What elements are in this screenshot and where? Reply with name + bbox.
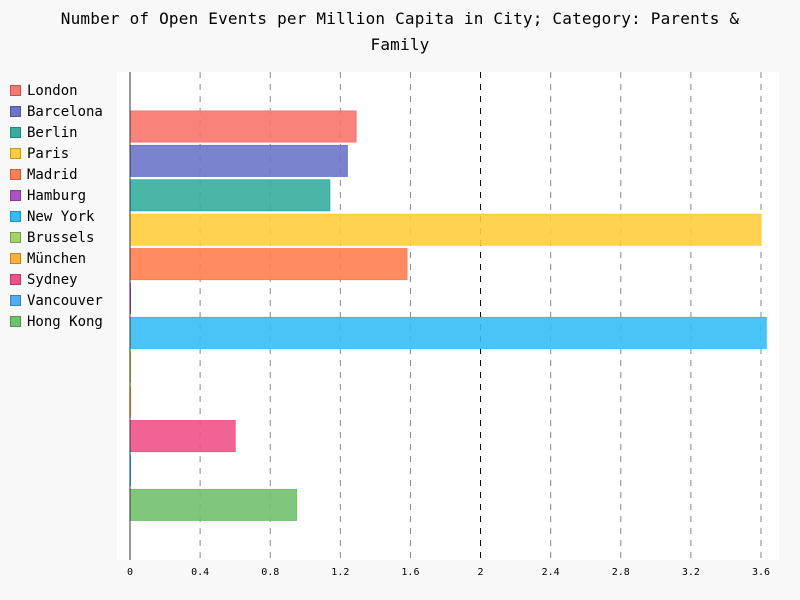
- legend-swatch: [10, 148, 21, 159]
- legend-item[interactable]: London: [10, 80, 103, 101]
- legend-label: Barcelona: [27, 103, 103, 120]
- x-tick-label: 1.6: [401, 567, 419, 578]
- bar-paris: [129, 213, 762, 246]
- legend-item[interactable]: Madrid: [10, 164, 103, 185]
- legend-swatch: [10, 211, 21, 222]
- legend-item[interactable]: Hamburg: [10, 185, 103, 206]
- legend-label: München: [27, 250, 87, 267]
- bar-london: [129, 110, 357, 143]
- x-tick-label: 0.8: [261, 567, 279, 578]
- legend-item[interactable]: Paris: [10, 143, 103, 164]
- legend-swatch: [10, 274, 21, 285]
- x-tick-label: 3.2: [682, 567, 700, 578]
- bar-sydney: [129, 420, 236, 453]
- bar-hong-kong: [129, 488, 298, 521]
- legend-label: Hong Kong: [27, 313, 103, 330]
- x-tick-label: 2: [478, 567, 484, 578]
- legend-swatch: [10, 127, 21, 138]
- legend-label: Brussels: [27, 229, 95, 246]
- x-tick-label: 0.4: [191, 567, 209, 578]
- bar-new-york: [129, 316, 767, 349]
- x-tick-label: 1.2: [331, 567, 349, 578]
- legend-swatch: [10, 316, 21, 327]
- legend-label: London: [27, 82, 78, 99]
- x-tick-label: 2.4: [542, 567, 560, 578]
- legend-label: Paris: [27, 145, 70, 162]
- legend-swatch: [10, 169, 21, 180]
- legend-item[interactable]: Brussels: [10, 227, 103, 248]
- bar-berlin: [129, 179, 331, 212]
- legend-item[interactable]: Barcelona: [10, 101, 103, 122]
- legend: London Barcelona Berlin Paris Madrid Hamburg N…: [10, 80, 103, 332]
- legend-label: Vancouver: [27, 292, 103, 309]
- legend-label: Hamburg: [27, 187, 87, 204]
- chart-title: Number of Open Events per Million Capita…: [60, 9, 740, 54]
- legend-label: Madrid: [27, 166, 78, 183]
- bar-madrid: [129, 248, 408, 281]
- legend-swatch: [10, 106, 21, 117]
- legend-item[interactable]: New York: [10, 206, 103, 227]
- legend-item[interactable]: Hong Kong: [10, 311, 103, 332]
- x-tick-label: 3.6: [752, 567, 770, 578]
- legend-swatch: [10, 295, 21, 306]
- legend-item[interactable]: Sydney: [10, 269, 103, 290]
- legend-swatch: [10, 190, 21, 201]
- x-tick-label: 0: [127, 567, 133, 578]
- legend-item[interactable]: München: [10, 248, 103, 269]
- x-tick-label: 2.8: [612, 567, 630, 578]
- bar-barcelona: [129, 144, 348, 177]
- legend-swatch: [10, 253, 21, 264]
- legend-label: New York: [27, 208, 95, 225]
- legend-swatch: [10, 232, 21, 243]
- legend-item[interactable]: Vancouver: [10, 290, 103, 311]
- legend-label: Berlin: [27, 124, 78, 141]
- legend-item[interactable]: Berlin: [10, 122, 103, 143]
- legend-swatch: [10, 85, 21, 96]
- legend-label: Sydney: [27, 271, 78, 288]
